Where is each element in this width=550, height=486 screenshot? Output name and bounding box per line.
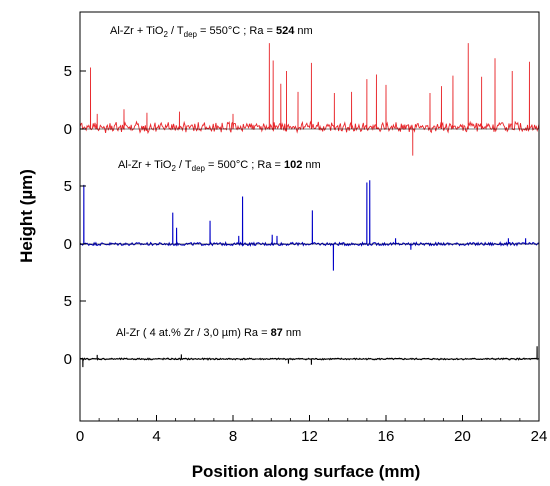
y-tick-label: 5 <box>64 293 72 310</box>
annotation-series-2: Al-Zr + TiO2 / Tdep = 500°C ; Ra = 102 n… <box>118 159 321 173</box>
series-2-line <box>79 180 540 271</box>
x-tick-label: 16 <box>378 428 395 445</box>
x-tick-label: 20 <box>454 428 471 445</box>
annotation-series-1: Al-Zr + TiO2 / Tdep = 550°C ; Ra = 524 n… <box>110 25 313 39</box>
x-tick-label: 12 <box>301 428 318 445</box>
y-axis: 5 0 5 0 5 0 <box>64 63 86 368</box>
height-traces <box>79 43 540 368</box>
y-tick-label: 5 <box>64 178 72 195</box>
x-tick-label: 0 <box>76 428 84 445</box>
x-tick-label: 4 <box>152 428 160 445</box>
x-axis-title: Position along surface (mm) <box>192 462 421 481</box>
y-tick-label: 5 <box>64 63 72 80</box>
x-tick-label: 24 <box>531 428 548 445</box>
y-axis-title: Height (µm) <box>17 169 36 263</box>
series-1-line <box>79 43 540 156</box>
x-tick-label: 8 <box>229 428 237 445</box>
x-axis: 0 4 8 12 16 20 24 <box>76 415 548 445</box>
y-tick-label: 0 <box>64 121 72 138</box>
y-tick-label: 0 <box>64 351 72 368</box>
annotation-series-3: Al-Zr ( 4 at.% Zr / 3,0 µm) Ra = 87 nm <box>116 327 301 339</box>
series-3-line <box>79 346 540 368</box>
y-tick-label: 0 <box>64 236 72 253</box>
